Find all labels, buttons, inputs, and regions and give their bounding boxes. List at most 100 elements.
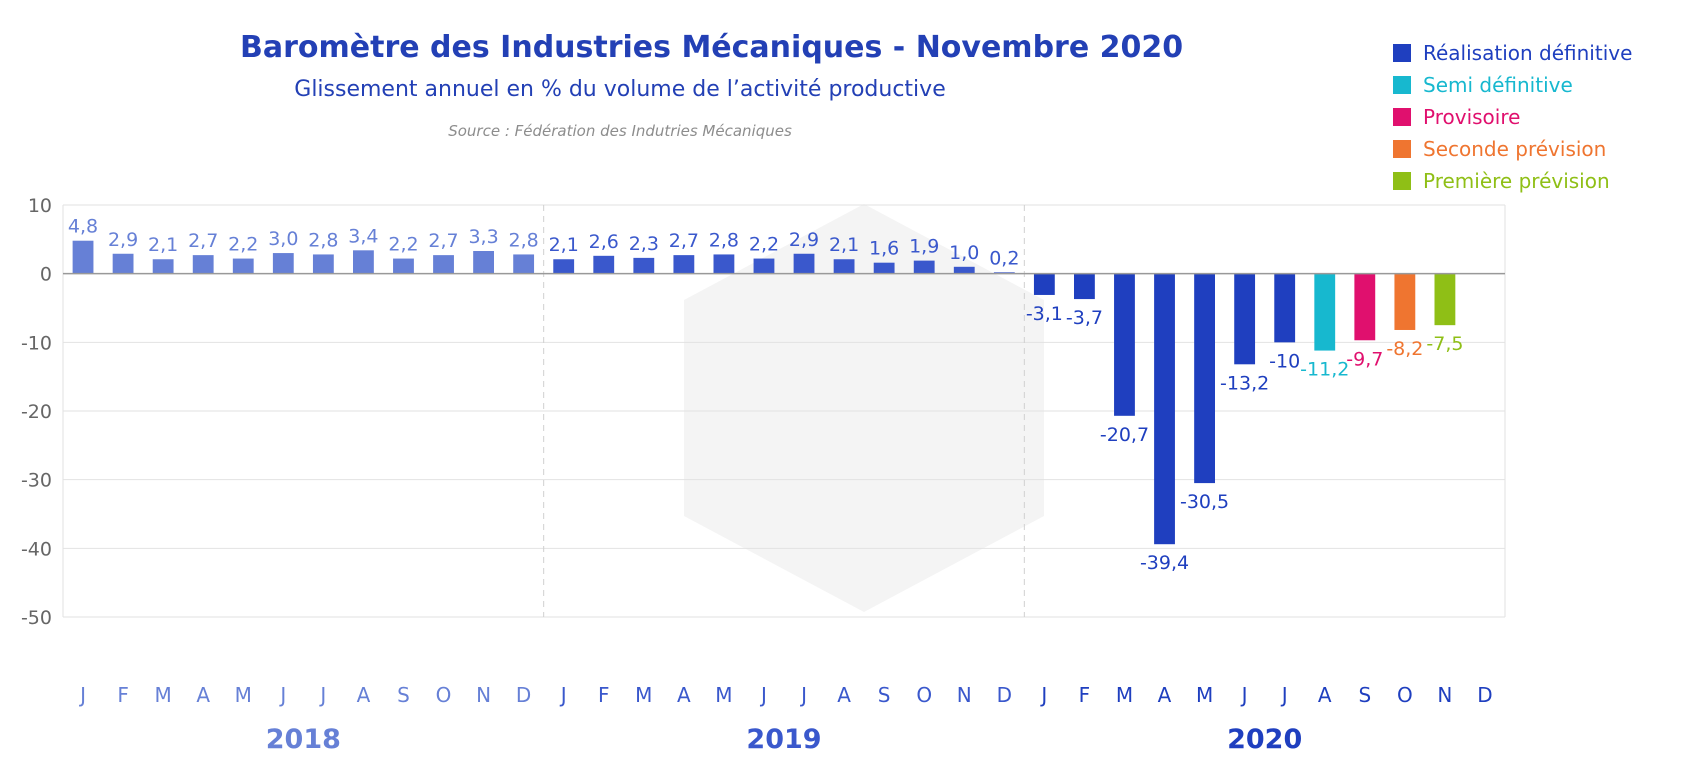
x-tick-label: J	[559, 683, 567, 707]
y-tick-label: -40	[21, 538, 52, 560]
legend-label: Seconde prévision	[1423, 137, 1607, 161]
bar	[72, 240, 94, 274]
legend-item-seconde: Seconde prévision	[1393, 133, 1632, 165]
x-tick-label: A	[677, 683, 691, 707]
data-label: -7,5	[1426, 333, 1463, 355]
data-label: 3,4	[348, 225, 378, 247]
x-tick-label: D	[1477, 683, 1492, 707]
data-label: 2,2	[388, 234, 418, 256]
data-label: -30,5	[1180, 491, 1229, 513]
bar	[312, 254, 334, 274]
data-label: -9,7	[1346, 348, 1383, 370]
data-label: 2,7	[428, 230, 458, 252]
data-label: 2,2	[228, 234, 258, 256]
legend-label: Semi définitive	[1423, 73, 1573, 97]
x-tick-label: J	[759, 683, 767, 707]
bar	[713, 254, 735, 274]
data-label: 0,2	[989, 247, 1019, 269]
x-tick-label: D	[516, 683, 531, 707]
data-label: 4,8	[68, 216, 98, 238]
legend-swatch	[1393, 108, 1411, 126]
legend-swatch	[1393, 140, 1411, 158]
y-tick-label: -50	[21, 607, 52, 629]
data-label: 2,1	[829, 234, 859, 256]
bar	[393, 258, 414, 274]
x-tick-label: A	[1158, 683, 1172, 707]
x-tick-label: A	[357, 683, 371, 707]
data-label: 2,6	[589, 231, 619, 253]
year-label: 2020	[1227, 724, 1302, 755]
legend-item-semi: Semi définitive	[1393, 69, 1632, 101]
data-label: 2,2	[749, 234, 779, 256]
data-label: 2,9	[789, 229, 819, 251]
x-tick-label: N	[957, 683, 972, 707]
x-tick-label: D	[997, 683, 1012, 707]
bar	[1074, 273, 1095, 300]
x-tick-label: M	[635, 683, 652, 707]
legend-label: Première prévision	[1423, 169, 1610, 193]
x-tick-label: J	[1240, 683, 1248, 707]
x-tick-label: O	[1397, 683, 1413, 707]
x-tick-label: S	[878, 683, 891, 707]
bar	[873, 262, 895, 274]
data-label: 2,8	[509, 229, 539, 251]
x-tick-label: F	[1079, 683, 1091, 707]
bar	[433, 255, 454, 274]
bar	[553, 259, 575, 274]
data-label: 2,7	[669, 230, 699, 252]
x-tick-label: M	[1196, 683, 1213, 707]
bar	[953, 266, 975, 274]
data-label: 2,3	[629, 233, 659, 255]
legend-label: Réalisation définitive	[1423, 41, 1633, 65]
data-label: 1,0	[949, 242, 979, 264]
x-tick-label: A	[196, 683, 210, 707]
legend-swatch	[1393, 76, 1411, 94]
x-tick-label: N	[476, 683, 491, 707]
legend-item-premiere: Première prévision	[1393, 165, 1632, 197]
data-label: -8,2	[1386, 338, 1423, 360]
data-label: -39,4	[1140, 552, 1189, 574]
bar	[473, 251, 494, 274]
bar	[272, 253, 294, 274]
data-label: -11,2	[1300, 359, 1349, 381]
data-label: -13,2	[1220, 372, 1269, 394]
y-tick-label: -20	[21, 401, 52, 423]
bar	[1033, 273, 1055, 295]
bar	[1194, 273, 1215, 484]
x-tick-label: J	[1039, 683, 1047, 707]
bar	[1114, 273, 1135, 416]
bar	[913, 260, 935, 274]
x-tick-label: A	[1318, 683, 1332, 707]
y-tick-label: 10	[28, 195, 52, 217]
chart-subtitle: Glissement annuel en % du volume de l’ac…	[294, 77, 946, 102]
x-tick-label: F	[598, 683, 610, 707]
data-label: 2,8	[709, 229, 739, 251]
data-label: -20,7	[1100, 424, 1149, 446]
bar	[673, 255, 695, 274]
legend-swatch	[1393, 172, 1411, 190]
data-label: -10	[1269, 350, 1300, 372]
legend-label: Provisoire	[1423, 105, 1521, 129]
x-tick-label: O	[916, 683, 932, 707]
legend-item-realisation: Réalisation définitive	[1393, 37, 1632, 69]
legend-item-provisoire: Provisoire	[1393, 101, 1632, 133]
bar	[232, 258, 254, 274]
x-tick-label: J	[1280, 683, 1288, 707]
bar	[1154, 273, 1175, 545]
bar	[633, 257, 655, 274]
watermark-logo	[684, 204, 1044, 612]
x-tick-label: S	[397, 683, 410, 707]
bar	[1314, 273, 1336, 351]
x-tick-label: M	[235, 683, 252, 707]
x-tick-label: J	[78, 683, 86, 707]
y-tick-label: -10	[21, 332, 52, 354]
bar	[1274, 273, 1296, 343]
data-label: 1,6	[869, 238, 899, 260]
bar	[513, 254, 535, 274]
data-label: -3,7	[1066, 307, 1103, 329]
data-label: 2,7	[188, 230, 218, 252]
x-tick-label: M	[1116, 683, 1133, 707]
bar	[793, 253, 815, 274]
x-tick-label: O	[436, 683, 452, 707]
